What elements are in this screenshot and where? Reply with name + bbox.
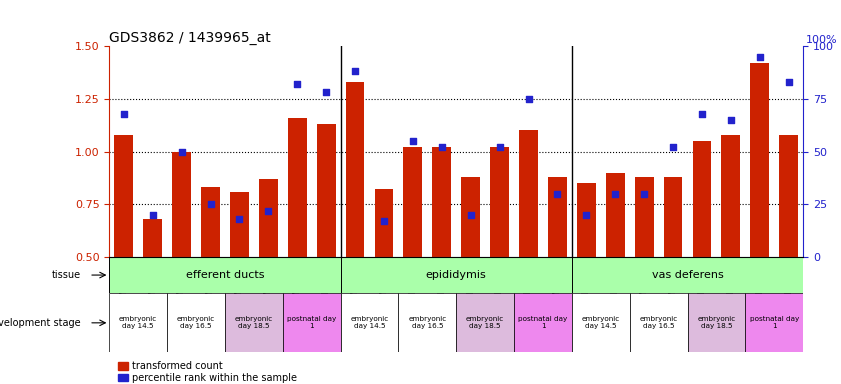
Bar — [456, 293, 514, 353]
Bar — [722, 135, 740, 257]
Text: embryonic
day 18.5: embryonic day 18.5 — [697, 316, 736, 329]
Bar — [687, 293, 745, 353]
Point — [521, 96, 535, 102]
Point — [146, 212, 160, 218]
Point — [406, 138, 420, 144]
Text: tissue: tissue — [51, 270, 81, 280]
Point — [609, 190, 622, 197]
Bar — [109, 257, 341, 293]
Point — [637, 190, 651, 197]
Point — [579, 212, 593, 218]
Point — [666, 144, 680, 151]
Bar — [317, 124, 336, 257]
Text: vas deferens: vas deferens — [652, 270, 723, 280]
Bar — [341, 257, 572, 293]
Text: embryonic
day 18.5: embryonic day 18.5 — [235, 316, 273, 329]
Text: epididymis: epididymis — [426, 270, 487, 280]
Point — [204, 201, 217, 207]
Text: efferent ducts: efferent ducts — [186, 270, 264, 280]
Bar — [693, 141, 711, 257]
Bar — [374, 189, 394, 257]
Bar — [341, 293, 399, 353]
Bar — [745, 293, 803, 353]
Point — [551, 190, 564, 197]
Text: GDS3862 / 1439965_at: GDS3862 / 1439965_at — [109, 31, 271, 45]
Point — [724, 117, 738, 123]
Text: embryonic
day 16.5: embryonic day 16.5 — [177, 316, 215, 329]
Text: postnatal day
1: postnatal day 1 — [749, 316, 799, 329]
Point — [262, 207, 275, 214]
Bar — [577, 183, 595, 257]
Bar — [630, 293, 687, 353]
Legend: transformed count, percentile rank within the sample: transformed count, percentile rank withi… — [114, 358, 300, 384]
Bar — [606, 172, 625, 257]
Text: embryonic
day 16.5: embryonic day 16.5 — [639, 316, 678, 329]
Point — [493, 144, 506, 151]
Bar — [519, 131, 538, 257]
Bar — [283, 293, 341, 353]
Bar — [230, 192, 249, 257]
Text: embryonic
day 14.5: embryonic day 14.5 — [582, 316, 620, 329]
Text: postnatal day
1: postnatal day 1 — [518, 316, 568, 329]
Bar — [635, 177, 653, 257]
Point — [696, 111, 709, 117]
Text: embryonic
day 14.5: embryonic day 14.5 — [119, 316, 157, 329]
Bar — [167, 293, 225, 353]
Text: postnatal day
1: postnatal day 1 — [287, 316, 336, 329]
Bar — [548, 177, 567, 257]
Bar — [572, 293, 630, 353]
Text: embryonic
day 14.5: embryonic day 14.5 — [351, 316, 389, 329]
Bar — [346, 82, 364, 257]
Bar — [288, 118, 307, 257]
Point — [175, 149, 188, 155]
Point — [753, 53, 766, 60]
Bar — [225, 293, 283, 353]
Text: embryonic
day 18.5: embryonic day 18.5 — [466, 316, 505, 329]
Bar — [201, 187, 220, 257]
Bar — [109, 293, 167, 353]
Bar — [664, 177, 682, 257]
Bar — [404, 147, 422, 257]
Text: development stage: development stage — [0, 318, 81, 328]
Point — [290, 81, 304, 87]
Point — [464, 212, 478, 218]
Bar — [399, 293, 456, 353]
Text: embryonic
day 16.5: embryonic day 16.5 — [408, 316, 447, 329]
Bar — [172, 152, 191, 257]
Point — [117, 111, 130, 117]
Point — [435, 144, 448, 151]
Point — [320, 89, 333, 96]
Text: 100%: 100% — [806, 35, 838, 45]
Bar — [114, 135, 133, 257]
Point — [378, 218, 391, 224]
Bar — [514, 293, 572, 353]
Bar — [143, 219, 162, 257]
Bar — [259, 179, 278, 257]
Bar — [780, 135, 798, 257]
Point — [782, 79, 796, 85]
Bar — [490, 147, 509, 257]
Point — [348, 68, 362, 74]
Bar — [462, 177, 480, 257]
Bar — [572, 257, 803, 293]
Bar — [750, 63, 770, 257]
Point — [233, 216, 246, 222]
Bar — [432, 147, 451, 257]
